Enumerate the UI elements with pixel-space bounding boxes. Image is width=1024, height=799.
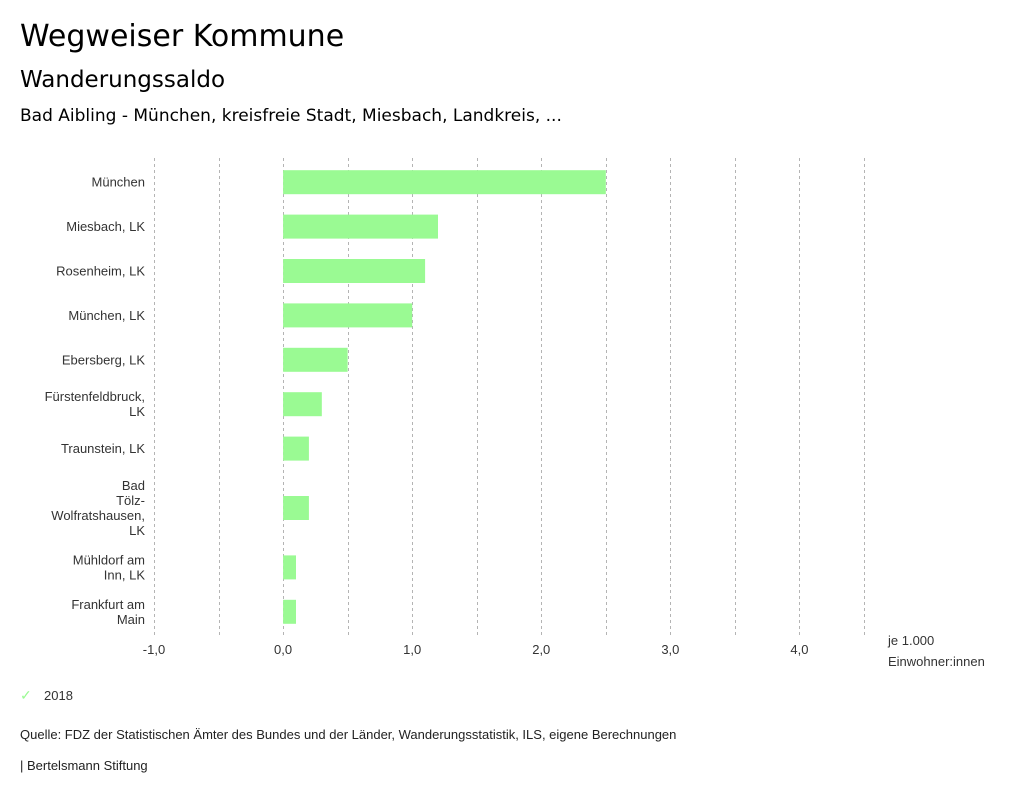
bar[interactable] bbox=[283, 170, 606, 195]
page-title: Wegweiser Kommune bbox=[20, 19, 345, 54]
x-tick-label: 4,0 bbox=[790, 642, 808, 657]
credit-note: | Bertelsmann Stiftung bbox=[20, 758, 148, 773]
category-label-line: Tölz- bbox=[116, 493, 145, 508]
legend-item-2018[interactable]: ✓ 2018 bbox=[20, 687, 73, 704]
category-label-line: Main bbox=[117, 612, 145, 627]
x-axis-unit-line-1: je 1.000 bbox=[888, 633, 935, 648]
category-label-line: Wolfratshausen, bbox=[51, 508, 145, 523]
x-tick-label: 0,0 bbox=[274, 642, 292, 657]
category-label: Bad Tölz-Wolfratshausen, LK bbox=[51, 478, 145, 538]
category-label-line: Frankfurt am bbox=[71, 597, 145, 612]
category-label: Frankfurt am Main bbox=[71, 597, 145, 627]
category-label: Traunstein, LK bbox=[61, 441, 145, 456]
bar-chart: München Miesbach, LK Rosenheim, LK München,… bbox=[45, 158, 865, 657]
category-label-line: München, LK bbox=[68, 308, 145, 323]
category-label-line: Bad bbox=[122, 478, 145, 493]
bars bbox=[283, 170, 606, 624]
x-tick-label: -1,0 bbox=[143, 642, 165, 657]
x-tick-label: 1,0 bbox=[403, 642, 421, 657]
bar[interactable] bbox=[283, 555, 296, 580]
bar[interactable] bbox=[283, 347, 348, 372]
x-tick-label: 2,0 bbox=[532, 642, 550, 657]
x-axis-unit-line-2: Einwohner:innen bbox=[888, 654, 985, 669]
category-label-line: Rosenheim, LK bbox=[56, 264, 145, 279]
category-label: München bbox=[92, 175, 145, 190]
category-label: Mühldorf am Inn, LK bbox=[73, 552, 146, 582]
bar[interactable] bbox=[283, 392, 322, 417]
x-tick-labels: -1,0 0,0 1,0 2,0 3,0 4,0 bbox=[143, 642, 809, 657]
bar[interactable] bbox=[283, 259, 426, 283]
chart-subtitle: Wanderungssaldo bbox=[20, 67, 226, 93]
category-label-line: Miesbach, LK bbox=[66, 219, 145, 234]
source-note: Quelle: FDZ der Statistischen Ämter des … bbox=[20, 727, 677, 742]
check-icon: ✓ bbox=[20, 687, 32, 703]
category-label-line: München bbox=[92, 175, 145, 190]
x-axis-unit-label: je 1.000 Einwohner:innen bbox=[888, 630, 985, 672]
category-label: Rosenheim, LK bbox=[56, 264, 145, 279]
x-tick-label: 3,0 bbox=[661, 642, 679, 657]
category-label-line: Fürstenfeldbruck, bbox=[45, 389, 145, 404]
region-selection: Bad Aibling - München, kreisfreie Stadt,… bbox=[20, 106, 562, 126]
category-label: Ebersberg, LK bbox=[62, 352, 145, 367]
grid-lines bbox=[154, 158, 865, 636]
category-label-line: Ebersberg, LK bbox=[62, 352, 145, 367]
category-label: Miesbach, LK bbox=[66, 219, 145, 234]
category-label-line: Inn, LK bbox=[104, 567, 146, 582]
category-label: München, LK bbox=[68, 308, 145, 323]
bar[interactable] bbox=[283, 496, 309, 520]
legend-label: 2018 bbox=[44, 688, 73, 703]
category-label-line: LK bbox=[129, 523, 145, 538]
bar[interactable] bbox=[283, 599, 296, 624]
category-labels: München Miesbach, LK Rosenheim, LK München,… bbox=[45, 175, 146, 627]
bar[interactable] bbox=[283, 436, 309, 461]
category-label: Fürstenfeldbruck, LK bbox=[45, 389, 146, 419]
bar[interactable] bbox=[283, 214, 438, 239]
bar[interactable] bbox=[283, 303, 413, 328]
category-label-line: Mühldorf am bbox=[73, 552, 145, 567]
category-label-line: Traunstein, LK bbox=[61, 441, 145, 456]
category-label-line: LK bbox=[129, 404, 145, 419]
